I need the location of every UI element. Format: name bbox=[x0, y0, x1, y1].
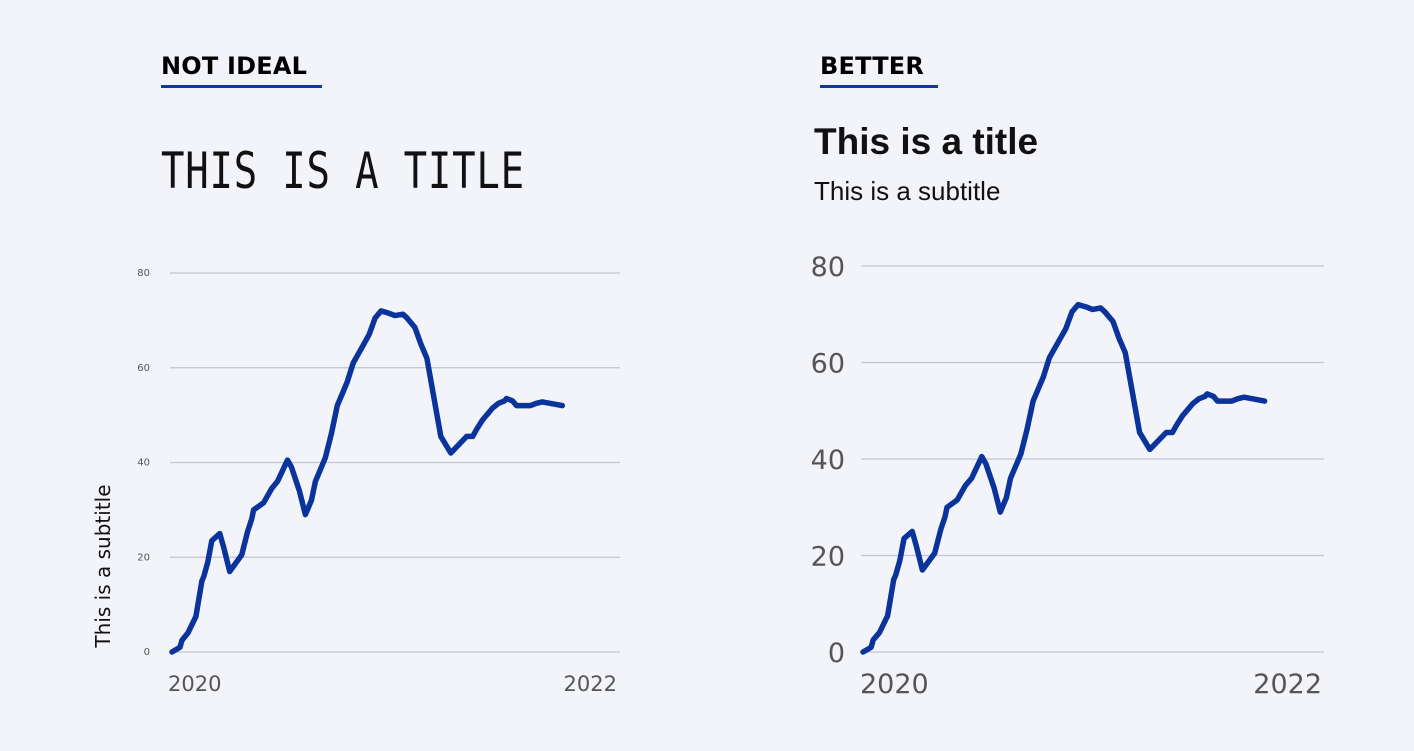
heading-underline bbox=[820, 85, 938, 88]
y-tick-label: 60 bbox=[137, 363, 150, 374]
x-tick-label: 2022 bbox=[1253, 669, 1322, 700]
x-tick-label: 2022 bbox=[564, 672, 617, 696]
y-tick-label: 40 bbox=[137, 458, 150, 469]
series-line bbox=[860, 301, 1268, 655]
heading-not-ideal: NOT IDEAL bbox=[161, 52, 308, 80]
x-tick-label: 2020 bbox=[168, 672, 221, 696]
chart-subtitle: This is a subtitle bbox=[814, 176, 1001, 206]
y-tick-label: 80 bbox=[811, 252, 845, 283]
heading-better: BETTER bbox=[820, 52, 925, 80]
y-tick-label: 60 bbox=[811, 349, 845, 380]
x-tick-label: 2020 bbox=[860, 669, 929, 700]
series-line bbox=[169, 308, 566, 655]
line-chart-better: 0 20 40 60 80 2020 2022 bbox=[811, 252, 1324, 700]
y-tick-label: 0 bbox=[828, 638, 845, 669]
y-tick-label: 0 bbox=[144, 647, 150, 658]
chart-title: THIS IS A TITLE bbox=[161, 142, 525, 200]
y-tick-label: 20 bbox=[811, 542, 845, 573]
y-tick-label: 40 bbox=[811, 445, 845, 476]
panel-not-ideal: NOT IDEAL THIS IS A TITLE This is a subt… bbox=[91, 52, 620, 696]
panel-better: BETTER This is a title This is a subtitl… bbox=[707, 0, 1414, 751]
y-tick-label: 20 bbox=[137, 552, 150, 563]
heading-underline bbox=[161, 85, 322, 88]
line-chart-not-ideal: 0 20 40 60 80 2020 2022 bbox=[137, 268, 620, 696]
y-tick-label: 80 bbox=[137, 268, 150, 279]
chart-title: This is a title bbox=[814, 121, 1039, 162]
